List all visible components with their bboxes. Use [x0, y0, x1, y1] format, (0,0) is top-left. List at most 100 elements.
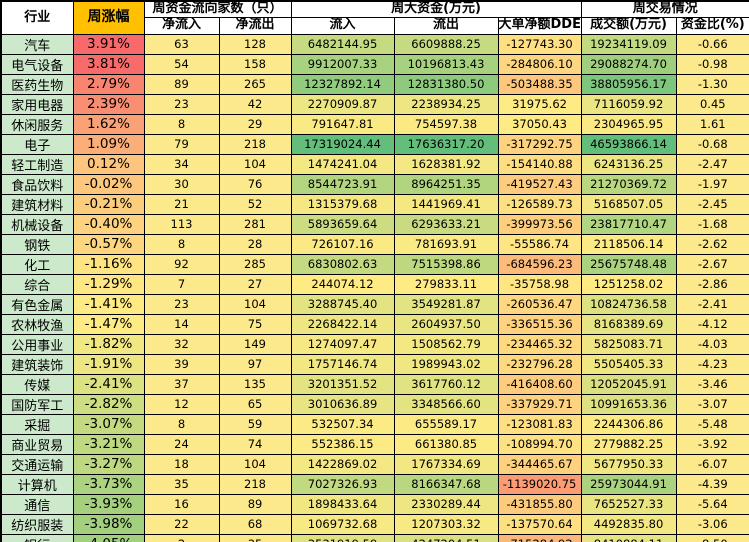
table-row[interactable]: 国防军工 -2.82% 12 65 3010636.89 3348566.60 -33792… — [0, 393, 749, 415]
dde-cell[interactable]: -154140.88 — [497, 153, 582, 175]
turnover-cell[interactable]: 5168507.05 — [580, 193, 677, 215]
net-outflow-count-cell[interactable]: 218 — [218, 473, 292, 495]
table-row[interactable]: 计算机 -3.73% 35 218 7027326.93 8166347.68 -11390… — [0, 473, 749, 495]
net-outflow-count-cell[interactable]: 74 — [218, 433, 292, 455]
capital-ratio-cell[interactable]: -2.86 — [675, 273, 749, 295]
net-inflow-count-cell[interactable]: 18 — [143, 453, 220, 475]
inflow-cell[interactable]: 552386.15 — [290, 433, 395, 455]
header-net-outflow[interactable]: 净流出 — [218, 16, 292, 35]
table-row[interactable]: 化工 -1.16% 92 285 6830802.63 7515398.86 -684596… — [0, 253, 749, 275]
dde-cell[interactable]: -336515.36 — [497, 313, 582, 335]
capital-ratio-cell[interactable]: -2.41 — [675, 293, 749, 315]
industry-cell[interactable]: 家用电器 — [0, 93, 74, 115]
dde-cell[interactable]: -284806.10 — [497, 53, 582, 75]
table-row[interactable]: 通信 -3.93% 16 89 1898433.64 2330289.44 -431855.… — [0, 493, 749, 515]
outflow-cell[interactable]: 6609888.25 — [393, 33, 499, 55]
weekly-change-cell[interactable]: -2.82% — [72, 393, 145, 415]
table-row[interactable]: 银行-4.05%2353531919.594247204.51-715284.9… — [0, 533, 749, 542]
header-inflow[interactable]: 流入 — [290, 16, 395, 35]
net-outflow-count-cell[interactable]: 29 — [218, 113, 292, 135]
inflow-cell[interactable]: 6482144.95 — [290, 33, 395, 55]
outflow-cell[interactable]: 754597.38 — [393, 113, 499, 135]
table-row[interactable]: 综合 -1.29% 7 27 244074.12 279833.11 -35758.98 12… — [0, 273, 749, 295]
turnover-cell[interactable]: 8168389.69 — [580, 313, 677, 335]
inflow-cell[interactable]: 791647.81 — [290, 113, 395, 135]
net-outflow-count-cell[interactable]: 97 — [218, 353, 292, 375]
turnover-cell[interactable]: 4492835.80 — [580, 513, 677, 535]
capital-ratio-cell[interactable]: -2.62 — [675, 233, 749, 255]
outflow-cell[interactable]: 17636317.20 — [393, 133, 499, 155]
capital-ratio-cell[interactable]: -4.12 — [675, 313, 749, 335]
weekly-change-cell[interactable]: -2.41% — [72, 373, 145, 395]
weekly-change-cell[interactable]: 3.81% — [72, 53, 145, 75]
inflow-cell[interactable]: 12327892.14 — [290, 73, 395, 95]
net-inflow-count-cell[interactable]: 34 — [143, 153, 220, 175]
net-outflow-count-cell[interactable]: 65 — [218, 393, 292, 415]
industry-cell[interactable]: 食品饮料 — [0, 173, 74, 195]
outflow-cell[interactable]: 2238934.25 — [393, 93, 499, 115]
net-inflow-count-cell[interactable]: 35 — [143, 473, 220, 495]
header-industry[interactable]: 行业 — [0, 0, 74, 35]
table-row[interactable]: 食品饮料 -0.02% 30 76 8544723.91 8964251.35 -41952… — [0, 173, 749, 195]
net-inflow-count-cell[interactable]: 79 — [143, 133, 220, 155]
outflow-cell[interactable]: 3549281.87 — [393, 293, 499, 315]
outflow-cell[interactable]: 279833.11 — [393, 273, 499, 295]
dde-cell[interactable]: -431855.80 — [497, 493, 582, 515]
industry-cell[interactable]: 休闲服务 — [0, 113, 74, 135]
net-inflow-count-cell[interactable]: 39 — [143, 353, 220, 375]
net-outflow-count-cell[interactable]: 89 — [218, 493, 292, 515]
dde-cell[interactable]: -260536.47 — [497, 293, 582, 315]
industry-cell[interactable]: 银行 — [0, 533, 74, 542]
net-outflow-count-cell[interactable]: 218 — [218, 133, 292, 155]
industry-cell[interactable]: 有色金属 — [0, 293, 74, 315]
industry-cell[interactable]: 综合 — [0, 273, 74, 295]
outflow-cell[interactable]: 1508562.79 — [393, 333, 499, 355]
net-outflow-count-cell[interactable]: 52 — [218, 193, 292, 215]
industry-cell[interactable]: 医药生物 — [0, 73, 74, 95]
dde-cell[interactable]: -108994.70 — [497, 433, 582, 455]
net-outflow-count-cell[interactable]: 104 — [218, 293, 292, 315]
capital-ratio-cell[interactable]: -2.67 — [675, 253, 749, 275]
net-outflow-count-cell[interactable]: 104 — [218, 153, 292, 175]
table-row[interactable]: 商业贸易 -3.21% 24 74 552386.15 661380.85 -108994.… — [0, 433, 749, 455]
outflow-cell[interactable]: 1767334.69 — [393, 453, 499, 475]
inflow-cell[interactable]: 9912007.33 — [290, 53, 395, 75]
outflow-cell[interactable]: 12831380.50 — [393, 73, 499, 95]
net-outflow-count-cell[interactable]: 281 — [218, 213, 292, 235]
outflow-cell[interactable]: 3617760.12 — [393, 373, 499, 395]
industry-cell[interactable]: 建筑装饰 — [0, 353, 74, 375]
weekly-change-cell[interactable]: -0.57% — [72, 233, 145, 255]
dde-cell[interactable]: -344465.67 — [497, 453, 582, 475]
weekly-change-cell[interactable]: -1.91% — [72, 353, 145, 375]
outflow-cell[interactable]: 3348566.60 — [393, 393, 499, 415]
net-outflow-count-cell[interactable]: 68 — [218, 513, 292, 535]
outflow-cell[interactable]: 4247204.51 — [393, 533, 499, 542]
outflow-cell[interactable]: 1441969.41 — [393, 193, 499, 215]
dde-cell[interactable]: -126589.73 — [497, 193, 582, 215]
net-inflow-count-cell[interactable]: 7 — [143, 273, 220, 295]
net-inflow-count-cell[interactable]: 8 — [143, 233, 220, 255]
outflow-cell[interactable]: 781693.91 — [393, 233, 499, 255]
net-outflow-count-cell[interactable]: 76 — [218, 173, 292, 195]
capital-ratio-cell[interactable]: 0.45 — [675, 93, 749, 115]
net-inflow-count-cell[interactable]: 8 — [143, 113, 220, 135]
table-row[interactable]: 家用电器 2.39% 23 42 2270909.87 2238934.25 31975.6… — [0, 93, 749, 115]
turnover-cell[interactable]: 2118506.14 — [580, 233, 677, 255]
turnover-cell[interactable]: 38805956.17 — [580, 73, 677, 95]
capital-ratio-cell[interactable]: -4.39 — [675, 473, 749, 495]
weekly-change-cell[interactable]: -1.41% — [72, 293, 145, 315]
capital-ratio-cell[interactable]: -3.07 — [675, 393, 749, 415]
inflow-cell[interactable]: 1315379.68 — [290, 193, 395, 215]
weekly-change-cell[interactable]: -3.07% — [72, 413, 145, 435]
inflow-cell[interactable]: 3010636.89 — [290, 393, 395, 415]
table-row[interactable]: 休闲服务 1.62% 8 29 791647.81 754597.38 37050.43 23… — [0, 113, 749, 135]
header-dde[interactable]: 大单净额DDE — [497, 16, 582, 35]
turnover-cell[interactable]: 10991653.36 — [580, 393, 677, 415]
dde-cell[interactable]: -416408.60 — [497, 373, 582, 395]
table-row[interactable]: 建筑装饰 -1.91% 39 97 1757146.74 1989943.02 -23279… — [0, 353, 749, 375]
inflow-cell[interactable]: 1422869.02 — [290, 453, 395, 475]
capital-ratio-cell[interactable]: -6.07 — [675, 453, 749, 475]
industry-cell[interactable]: 电气设备 — [0, 53, 74, 75]
dde-cell[interactable]: -137570.64 — [497, 513, 582, 535]
turnover-cell[interactable]: 21270369.72 — [580, 173, 677, 195]
